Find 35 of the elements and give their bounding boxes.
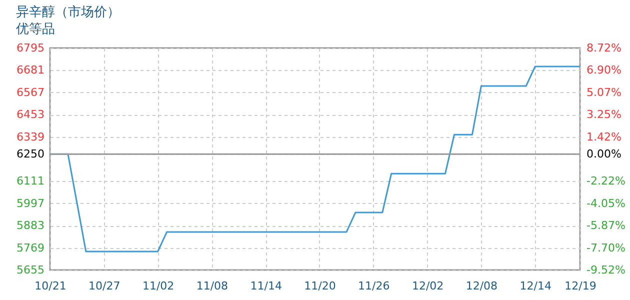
y2-tick-label: 8.72% xyxy=(586,42,622,54)
x-tick-label: 12/08 xyxy=(466,280,498,292)
x-tick-label: 11/20 xyxy=(304,280,336,292)
x-tick-label: 10/21 xyxy=(34,280,66,292)
chart-subtitle: 优等品 xyxy=(16,22,56,37)
x-tick-label: 11/26 xyxy=(358,280,390,292)
y-tick-label: 6111 xyxy=(16,174,44,188)
y-tick-label: 6453 xyxy=(16,108,44,122)
y2-tick-label: -9.52% xyxy=(586,264,626,276)
y2-tick-label: 0.00% xyxy=(586,148,622,161)
y-tick-label: 5655 xyxy=(16,264,44,276)
y2-tick-label: 6.90% xyxy=(586,64,622,77)
x-tick-label: 11/14 xyxy=(250,280,282,292)
y2-tick-label: -7.70% xyxy=(586,241,626,254)
y-tick-label: 6339 xyxy=(16,130,44,144)
y-tick-label: 5997 xyxy=(16,196,44,210)
x-tick-label: 10/27 xyxy=(88,280,120,292)
y2-tick-label: -4.05% xyxy=(586,196,626,210)
y-tick-label: 5883 xyxy=(16,219,44,232)
x-tick-label: 11/08 xyxy=(196,280,228,292)
y2-tick-label: 3.25% xyxy=(586,108,622,122)
x-tick-label: 12/19 xyxy=(564,280,596,292)
y-tick-label: 6250 xyxy=(16,148,44,161)
y-tick-label: 5769 xyxy=(16,241,44,254)
y-tick-label: 6567 xyxy=(16,86,44,99)
y2-tick-label: 5.07% xyxy=(586,86,622,99)
y-tick-label: 6795 xyxy=(16,42,44,54)
y-tick-label: 6681 xyxy=(16,64,44,77)
x-tick-label: 12/14 xyxy=(520,280,552,292)
x-tick-label: 11/02 xyxy=(142,280,174,292)
y2-tick-label: -2.22% xyxy=(586,174,626,188)
x-tick-label: 12/02 xyxy=(412,280,444,292)
chart-title: 异辛醇（市场价） xyxy=(16,5,120,20)
y2-tick-label: 1.42% xyxy=(586,130,622,144)
y2-tick-label: -5.87% xyxy=(586,219,626,232)
